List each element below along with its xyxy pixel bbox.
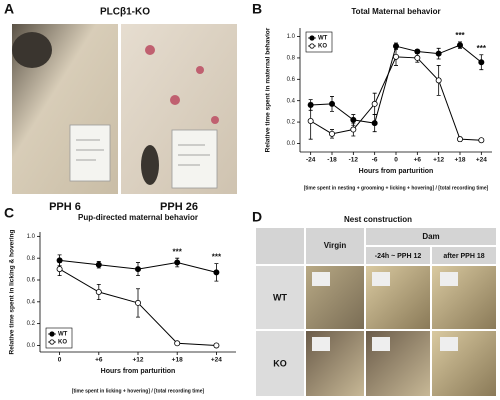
data-point [174,340,181,347]
y-tick-label: 0.2 [287,120,296,126]
data-point [414,54,421,61]
data-point [307,118,314,125]
x-tick-label: 0 [394,157,398,164]
x-tick-label: -24 [306,157,316,164]
x-tick-label: +6 [95,357,103,364]
panel-letter: C [4,205,14,221]
legend-label: WT [318,36,328,42]
annotation: *** [173,247,183,256]
y-tick-label: 0.0 [27,343,36,349]
data-point [371,100,378,107]
data-point [134,299,141,306]
data-point [95,288,102,295]
y-tick-label: 0.0 [287,141,296,147]
data-point [95,261,102,268]
chart-title: Pup-directed maternal behavior [78,213,198,222]
column-header: Virgin [324,241,347,250]
x-tick-label: +18 [454,157,465,164]
y-tick-label: 0.4 [287,98,296,104]
annotation: *** [455,31,465,40]
panel-letter: A [4,1,14,17]
x-tick-label: -18 [327,157,337,164]
data-point [392,53,399,60]
data-point [328,130,335,137]
y-tick-label: 0.4 [27,299,36,305]
data-point [328,100,335,107]
photo-left [12,24,118,194]
table-title: Nest construction [344,215,412,224]
x-axis-label: Hours from parturition [101,368,176,375]
y-tick-label: 0.6 [27,278,36,284]
data-point [435,50,442,57]
y-tick-label: 1.0 [287,34,296,40]
y-tick-label: 0.8 [27,256,36,262]
legend-marker [309,35,315,41]
y-tick-label: 1.0 [27,234,36,240]
nest-table [256,228,496,396]
x-tick-label: +6 [414,157,422,164]
y-tick-label: 0.8 [287,56,296,62]
legend-marker [309,43,315,49]
data-point [350,126,357,133]
sub-column-header: -24h ~ PPH 12 [375,253,422,260]
x-tick-label: +12 [132,357,143,364]
data-point [174,259,181,266]
x-tick-label: -6 [372,157,378,164]
column-header: Dam [422,232,439,241]
photo-title: PLCβ1-KO [100,7,150,18]
row-header: KO [273,358,287,368]
photo-caption: PPH 26 [160,201,198,213]
legend-marker [49,339,55,345]
annotation: *** [212,253,222,262]
photo-caption: PPH 6 [49,201,81,213]
data-point [456,136,463,143]
data-point [435,77,442,84]
y-axis-label: Relative time spent in maternal behavior [265,27,272,152]
legend-marker [49,331,55,337]
footnote: [time spent in nesting + grooming + lick… [304,185,489,191]
data-point [371,120,378,127]
x-tick-label: +24 [211,357,222,364]
x-axis-label: Hours from parturition [359,168,434,175]
footnote: [time spent in licking + hovering] / [to… [72,388,205,394]
row-header: WT [273,292,287,302]
sub-column-header: after PPH 18 [443,253,484,260]
x-tick-label: -12 [349,157,359,164]
y-tick-label: 0.2 [27,321,36,327]
x-tick-label: 0 [58,357,62,364]
legend-label: WT [58,332,68,338]
photo-right [121,24,237,194]
legend-label: KO [318,44,327,50]
data-point [350,116,357,123]
annotation: *** [477,44,487,53]
data-point [134,266,141,273]
x-tick-label: +18 [172,357,183,364]
data-point [456,42,463,49]
data-point [56,266,63,273]
y-axis-label: Relative time spent in licking & hoverin… [9,229,16,354]
data-point [213,269,220,276]
chart-title: Total Maternal behavior [351,7,440,16]
data-point [478,137,485,144]
y-tick-label: 0.6 [287,77,296,83]
panel-letter: B [252,1,262,17]
series-line [310,56,482,141]
panel-letter: D [252,209,262,225]
legend-label: KO [58,340,67,346]
x-tick-label: +12 [433,157,444,164]
data-point [478,59,485,66]
data-point [213,342,220,349]
x-tick-label: +24 [476,157,487,164]
